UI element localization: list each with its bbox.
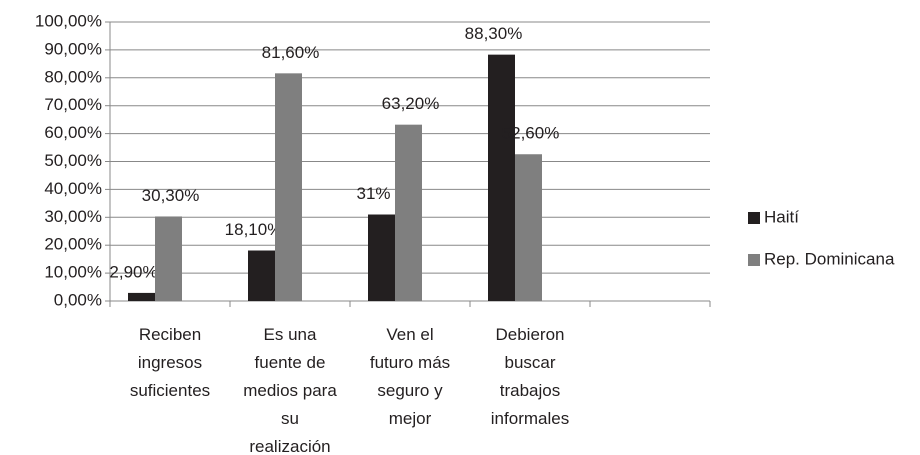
legend-label: Haití [764, 207, 799, 226]
bar [515, 154, 542, 301]
bar [395, 124, 422, 301]
bar [368, 214, 395, 301]
value-label: 2,90% [109, 262, 157, 281]
x-tick-label: Reciben ingresos suficientes [130, 325, 210, 400]
y-tick-label: 10,00% [44, 263, 102, 282]
bar [248, 250, 275, 301]
x-tick-label: Debieron buscar trabajos informales [491, 325, 569, 428]
bar [275, 73, 302, 301]
y-tick-label: 20,00% [44, 235, 102, 254]
y-tick-label: 0,00% [54, 290, 102, 309]
bar [488, 54, 515, 301]
legend-swatch [748, 212, 760, 224]
value-label: 30,30% [142, 186, 200, 205]
value-label: 52,60% [502, 124, 560, 143]
value-label: 18,10% [225, 220, 283, 239]
value-label: 88,30% [465, 24, 523, 43]
y-tick-label: 70,00% [44, 95, 102, 114]
y-tick-label: 80,00% [44, 67, 102, 86]
value-label: 63,20% [382, 94, 440, 113]
y-tick-label: 100,00% [35, 11, 102, 30]
bar [128, 292, 155, 301]
y-tick-label: 30,00% [44, 207, 102, 226]
legend-swatch [748, 254, 760, 266]
bar [155, 216, 182, 301]
y-tick-label: 60,00% [44, 123, 102, 142]
y-tick-label: 50,00% [44, 151, 102, 170]
x-tick-label: Ven el futuro más seguro y mejor [370, 325, 450, 428]
y-tick-label: 40,00% [44, 179, 102, 198]
value-label: 81,60% [262, 43, 320, 62]
value-label: 31% [356, 184, 390, 203]
y-tick-label: 90,00% [44, 39, 102, 58]
legend-label: Rep. Dominicana [764, 249, 895, 268]
x-tick-label: Es una fuente de medios para su realización [243, 325, 337, 455]
